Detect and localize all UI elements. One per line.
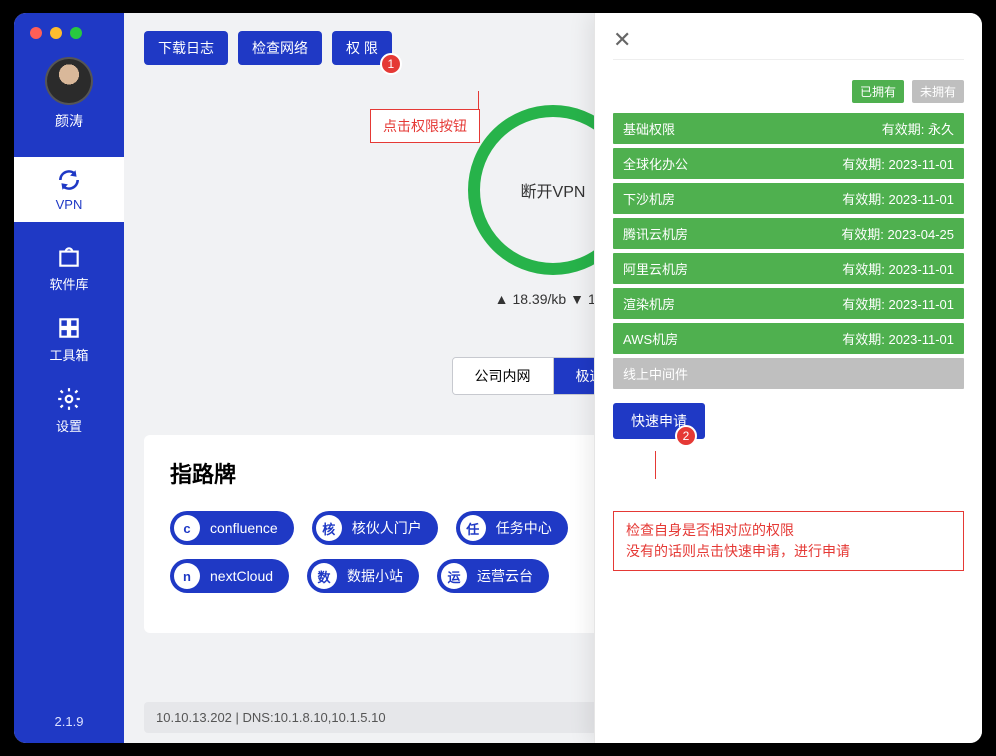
permission-expiry: 有效期: 2023-11-01 bbox=[842, 259, 954, 278]
permission-expiry: 有效期: 2023-11-01 bbox=[842, 329, 954, 348]
permission-row: 渲染机房 有效期: 2023-11-01 bbox=[613, 288, 964, 319]
version-label: 2.1.9 bbox=[55, 714, 84, 729]
gear-icon bbox=[56, 386, 82, 412]
permission-name: 腾讯云机房 bbox=[623, 224, 688, 243]
link-data-station[interactable]: 数数据小站 bbox=[307, 559, 419, 593]
minimize-window-icon[interactable] bbox=[50, 27, 62, 39]
pill-label: 运营云台 bbox=[477, 566, 533, 586]
close-window-icon[interactable] bbox=[30, 27, 42, 39]
legend: 已拥有 未拥有 bbox=[613, 80, 964, 103]
pill-icon: n bbox=[174, 563, 200, 589]
pill-label: nextCloud bbox=[210, 568, 273, 584]
pill-icon: 任 bbox=[460, 515, 486, 541]
permission-name: 渲染机房 bbox=[623, 294, 675, 313]
pill-icon: 数 bbox=[311, 563, 337, 589]
link-confluence[interactable]: c confluence bbox=[170, 511, 294, 545]
close-icon[interactable]: ✕ bbox=[613, 27, 964, 53]
sidebar-item-vpn[interactable]: VPN bbox=[14, 157, 124, 222]
sidebar-item-settings[interactable]: 设置 bbox=[56, 386, 82, 435]
legend-not-owned: 未拥有 bbox=[912, 80, 964, 103]
sidebar-item-label: 工具箱 bbox=[49, 345, 88, 364]
refresh-icon bbox=[56, 167, 82, 193]
permission-name: 阿里云机房 bbox=[623, 259, 688, 278]
upload-arrow-icon: ▲ bbox=[495, 291, 509, 307]
pill-label: 任务中心 bbox=[496, 518, 552, 538]
permission-row: 腾讯云机房 有效期: 2023-04-25 bbox=[613, 218, 964, 249]
permission-name: AWS机房 bbox=[623, 329, 678, 348]
sidebar-item-label: 设置 bbox=[56, 416, 82, 435]
permission-name: 下沙机房 bbox=[623, 189, 675, 208]
grid-icon bbox=[56, 315, 82, 341]
bag-icon bbox=[56, 244, 82, 270]
annotation-badge-2: 2 bbox=[675, 425, 697, 447]
username-label: 颜涛 bbox=[55, 111, 83, 131]
legend-owned: 已拥有 bbox=[852, 80, 904, 103]
pill-icon: c bbox=[174, 515, 200, 541]
pill-icon: 运 bbox=[441, 563, 467, 589]
pill-label: confluence bbox=[210, 520, 278, 536]
link-ops-console[interactable]: 运运营云台 bbox=[437, 559, 549, 593]
annotation-callout-2: 检查自身是否相对应的权限 没有的话则点击快速申请，进行申请 bbox=[613, 511, 964, 571]
sidebar-item-label: VPN bbox=[56, 197, 83, 212]
annotation-connector-2 bbox=[655, 451, 656, 479]
permission-expiry: 有效期: 2023-04-25 bbox=[841, 224, 954, 243]
link-task-center[interactable]: 任任务中心 bbox=[456, 511, 568, 545]
link-nextcloud[interactable]: n nextCloud bbox=[170, 559, 289, 593]
sidebar-item-label: 软件库 bbox=[49, 274, 88, 293]
upload-speed-value: 18.39/kb bbox=[512, 291, 566, 307]
permission-row: AWS机房 有效期: 2023-11-01 bbox=[613, 323, 964, 354]
permission-row: 基础权限 有效期: 永久 bbox=[613, 113, 964, 144]
vpn-ring-label: 断开VPN bbox=[521, 178, 586, 202]
permission-expiry: 有效期: 2023-11-01 bbox=[842, 189, 954, 208]
pill-icon: 核 bbox=[316, 515, 342, 541]
pill-label: 核伙人门户 bbox=[352, 518, 422, 538]
check-network-button[interactable]: 检查网络 bbox=[238, 31, 322, 65]
annotation-connector-1 bbox=[478, 91, 479, 109]
sidebar: 颜涛 VPN 软件库 工具箱 设置 2.1.9 bbox=[14, 13, 124, 743]
permission-name: 线上中间件 bbox=[623, 364, 688, 383]
permission-row: 线上中间件 bbox=[613, 358, 964, 389]
permission-row: 阿里云机房 有效期: 2023-11-01 bbox=[613, 253, 964, 284]
annotation-badge-1: 1 bbox=[380, 53, 402, 75]
download-arrow-icon: ▼ bbox=[570, 291, 584, 307]
permission-expiry: 有效期: 2023-11-01 bbox=[842, 294, 954, 313]
pill-label: 数据小站 bbox=[347, 566, 403, 586]
permission-expiry: 有效期: 永久 bbox=[882, 119, 954, 138]
tab-company-intranet[interactable]: 公司内网 bbox=[453, 358, 553, 394]
permission-name: 基础权限 bbox=[623, 119, 675, 138]
permission-name: 全球化办公 bbox=[623, 154, 688, 173]
download-log-button[interactable]: 下载日志 bbox=[144, 31, 228, 65]
divider bbox=[613, 59, 964, 60]
app-window: 颜涛 VPN 软件库 工具箱 设置 2.1.9 下载日志 检查网络 bbox=[14, 13, 982, 743]
permission-expiry: 有效期: 2023-11-01 bbox=[842, 154, 954, 173]
permission-row: 全球化办公 有效期: 2023-11-01 bbox=[613, 148, 964, 179]
permission-row: 下沙机房 有效期: 2023-11-01 bbox=[613, 183, 964, 214]
annotation-line: 检查自身是否相对应的权限 bbox=[626, 520, 951, 541]
window-traffic-lights bbox=[30, 27, 82, 39]
permissions-drawer: ✕ 已拥有 未拥有 基础权限有效期: 永久全球化办公有效期: 2023-11-0… bbox=[594, 13, 982, 743]
annotation-callout-1: 点击权限按钮 bbox=[370, 109, 480, 143]
annotation-line: 没有的话则点击快速申请，进行申请 bbox=[626, 541, 951, 562]
link-partner-portal[interactable]: 核核伙人门户 bbox=[312, 511, 438, 545]
sidebar-item-store[interactable]: 软件库 bbox=[49, 244, 88, 293]
sidebar-item-tools[interactable]: 工具箱 bbox=[49, 315, 88, 364]
avatar[interactable] bbox=[45, 57, 93, 105]
permission-list: 基础权限有效期: 永久全球化办公有效期: 2023-11-01下沙机房有效期: … bbox=[613, 113, 964, 389]
sidebar-nav: VPN 软件库 工具箱 设置 bbox=[14, 157, 124, 435]
maximize-window-icon[interactable] bbox=[70, 27, 82, 39]
